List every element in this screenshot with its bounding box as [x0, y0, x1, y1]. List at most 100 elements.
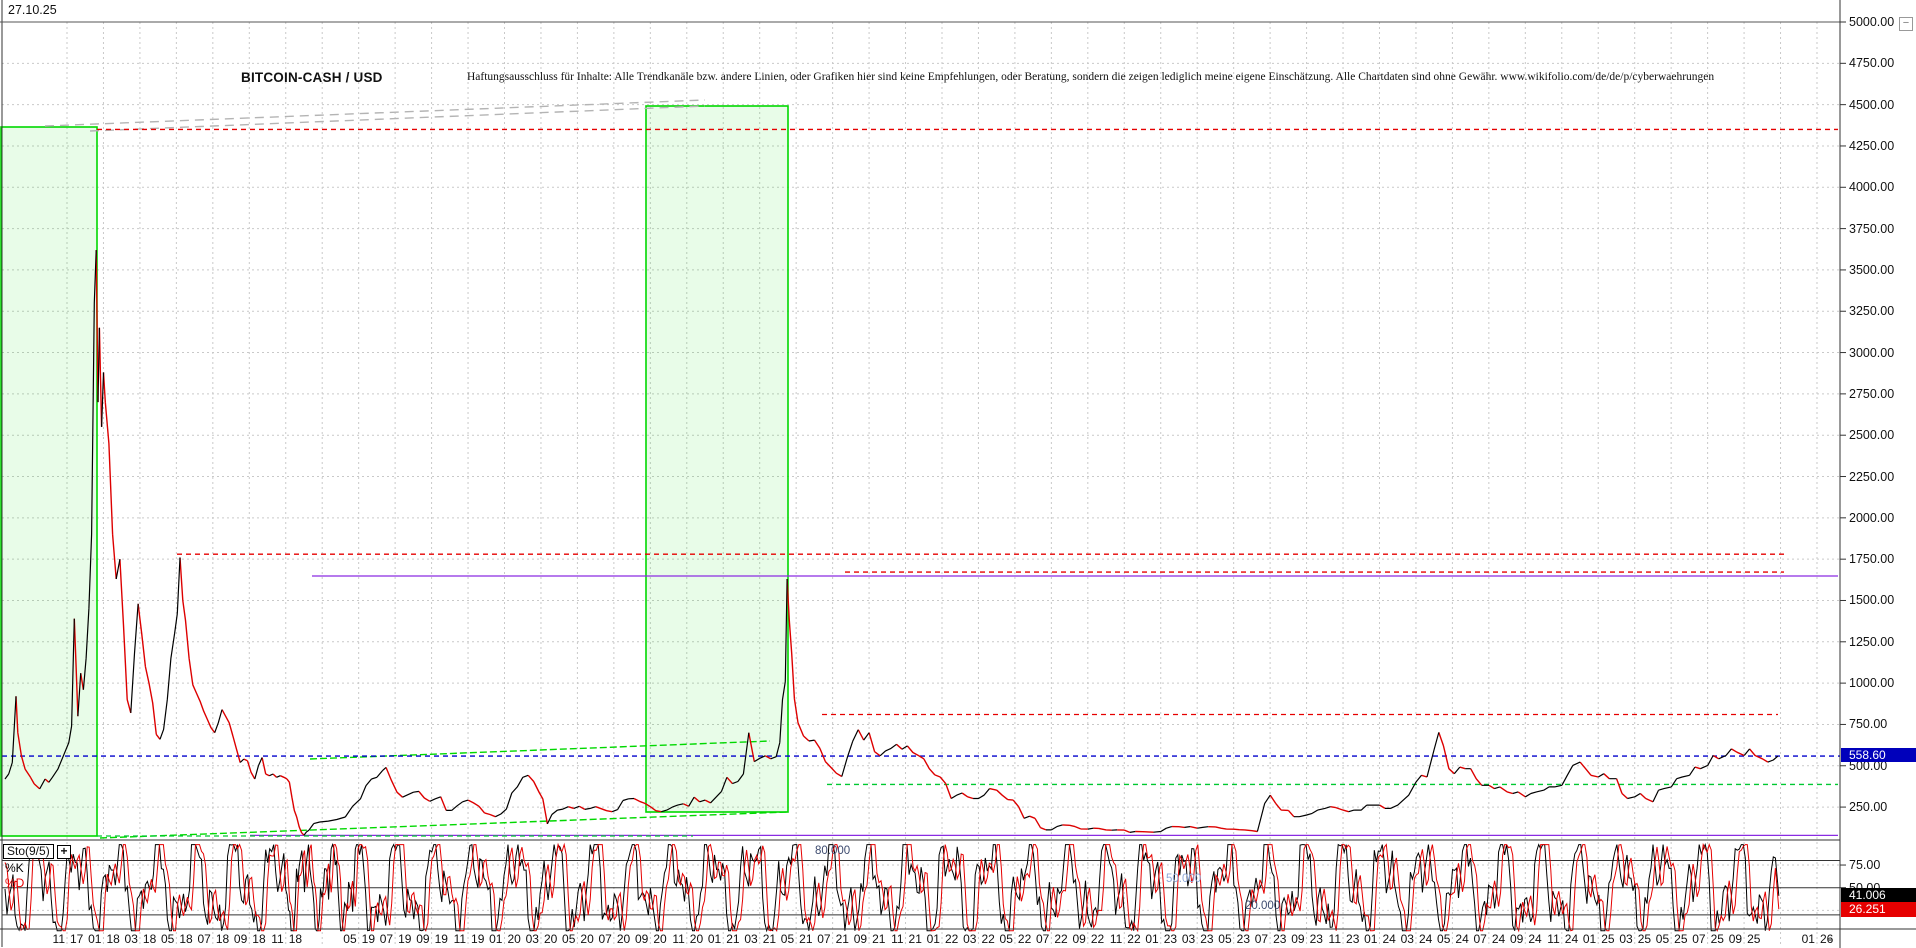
price-axis-tick: 4250.00 — [1849, 138, 1895, 153]
date-label-year: 17 — [70, 932, 84, 946]
date-label-month: 03 — [963, 932, 977, 946]
date-label-year: 23 — [1236, 932, 1250, 946]
date-label-year: 21 — [762, 932, 777, 946]
date-label-year: 19 — [398, 932, 412, 946]
price-axis-tick: 1000.00 — [1849, 676, 1895, 691]
date-label-year: 20 — [616, 932, 631, 946]
date-label-year: 22 — [981, 932, 995, 946]
date-label-month: 01 — [88, 932, 102, 946]
date-label-month: 07 — [379, 932, 394, 946]
date-label-month: 01 — [1582, 932, 1597, 946]
sto-k-label: %K — [5, 861, 24, 875]
date-label-year: 24 — [1418, 932, 1433, 946]
date-label-month: 01 — [707, 932, 722, 946]
date-label-year: 21 — [908, 932, 922, 946]
sto-axis-tick: 75.00 — [1849, 858, 1881, 873]
green-box-2020-2021 — [645, 105, 789, 813]
date-label-year: 22 — [1017, 932, 1032, 946]
date-label-year: 22 — [1090, 932, 1105, 946]
date-label-year: 22 — [944, 932, 959, 946]
axis-end-dash: - — [1828, 932, 1832, 946]
date-label-year: 20 — [543, 932, 558, 946]
date-label-year: 20 — [507, 932, 521, 946]
date-label-month: 11 — [1547, 932, 1560, 946]
price-axis-tick: 4750.00 — [1849, 56, 1895, 71]
price-axis-tick: 4000.00 — [1849, 180, 1895, 195]
disclaimer-text: Haftungsausschluss für Inhalte: Alle Tre… — [467, 71, 1715, 83]
date-label-month: 05 — [161, 932, 175, 946]
date-label-month: 01 — [1145, 932, 1159, 946]
date-label-month: 05 — [780, 932, 795, 946]
date-label-month: 05 — [1655, 932, 1670, 946]
date-label-month: 11 — [891, 932, 904, 946]
price-axis-tick: 2750.00 — [1849, 386, 1895, 401]
date-label-month: 11 — [1109, 932, 1123, 946]
date-label-month: 03 — [1619, 932, 1633, 946]
date-label-month: 09 — [1728, 932, 1743, 946]
sto-k-line — [4, 843, 1780, 933]
price-axis-tick: 1750.00 — [1849, 552, 1895, 567]
date-label-year: 18 — [215, 932, 230, 946]
date-label-month: 07 — [817, 932, 831, 946]
price-axis-tick: 3000.00 — [1849, 345, 1895, 360]
date-label-month: 01 — [1364, 932, 1378, 946]
date-label-month: 09 — [634, 932, 649, 946]
date-label-month: 01 — [1801, 932, 1815, 946]
collapse-panel-icon[interactable]: − — [1899, 17, 1913, 31]
date-label-year: 20 — [653, 932, 667, 946]
date-label-year: 19 — [434, 932, 448, 946]
date-label-month: 05 — [562, 932, 576, 946]
price-axis-tick: 250.00 — [1849, 800, 1888, 815]
date-label-year: 21 — [726, 932, 740, 946]
date-label-year: 24 — [1455, 932, 1469, 946]
date-label-month: 09 — [853, 932, 868, 946]
date-label-year: 20 — [689, 932, 704, 946]
sto-d-line — [4, 842, 1780, 933]
date-label-year: 18 — [142, 932, 157, 946]
date-label-year: 26 — [1819, 932, 1834, 946]
date-label-month: 03 — [124, 932, 138, 946]
date-label-month: 11 — [1328, 932, 1342, 946]
date-label-month: 07 — [1473, 932, 1487, 946]
date-label-month: 11 — [453, 932, 467, 946]
date-label-month: 11 — [672, 932, 685, 946]
date-label-year: 23 — [1163, 932, 1178, 946]
date-label-year: 18 — [179, 932, 193, 946]
date-label-month: 07 — [197, 932, 211, 946]
gray-channel-lower — [89, 105, 706, 132]
price-axis-tick: 3250.00 — [1849, 304, 1895, 319]
date-label-month: 09 — [1072, 932, 1086, 946]
sto-k-value-tag: 41.006 — [1841, 888, 1916, 903]
price-axis-tick: 3500.00 — [1849, 262, 1895, 277]
date-label-year: 20 — [580, 932, 594, 946]
date-label-month: 11 — [271, 932, 284, 946]
date-label-year: 18 — [252, 932, 266, 946]
date-label-year: 21 — [835, 932, 849, 946]
price-axis-tick: 1500.00 — [1849, 593, 1895, 608]
date-label-year: 25 — [1710, 932, 1724, 946]
gray-channel-upper — [44, 99, 706, 127]
date-label-year: 25 — [1637, 932, 1652, 946]
date-label-year: 19 — [471, 932, 485, 946]
date-label-month: 05 — [999, 932, 1013, 946]
sto-d-label: %D — [5, 876, 25, 890]
sto-d-value-tag: 26.251 — [1841, 902, 1916, 917]
date-label-month: 07 — [1692, 932, 1706, 946]
date-label-year: 23 — [1200, 932, 1214, 946]
date-label-month: 09 — [1509, 932, 1524, 946]
indicator-name-button[interactable]: Sto(9/5) — [3, 844, 54, 859]
price-axis-tick: 2000.00 — [1849, 510, 1895, 525]
date-label-year: 24 — [1564, 932, 1579, 946]
date-label-year: 23 — [1346, 932, 1360, 946]
indicator-expand-icon[interactable]: + — [57, 845, 71, 859]
date-label-year: 25 — [1747, 932, 1761, 946]
date-label-month: 09 — [416, 932, 430, 946]
date-label-year: 24 — [1528, 932, 1542, 946]
date-label-month: 05 — [1218, 932, 1232, 946]
price-series-down — [15, 250, 1769, 836]
green-channel-lower — [99, 811, 789, 839]
price-axis-tick: 1250.00 — [1849, 634, 1895, 649]
green-channel-upper — [309, 740, 771, 760]
